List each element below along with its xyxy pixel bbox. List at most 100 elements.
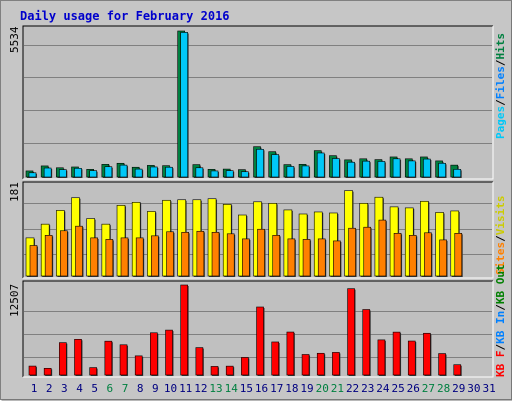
sites-bar-29-face [454,233,463,277]
files-bar-14 [225,170,235,178]
kb-f-bar-21 [332,352,341,376]
kb-f-bar-4 [74,339,83,376]
kb-f-bar-16 [256,306,265,376]
sites-bar-29 [454,233,463,277]
day-label-28: 28 [437,382,450,395]
sites-bar-1-face [29,245,38,277]
sites-bar-19 [302,239,312,277]
legend-sites: Sites [494,242,507,275]
sites-bar-22-face [348,227,356,277]
files-bar-3 [59,169,68,178]
sites-bar-4 [75,225,84,277]
files-bar-25-face [392,158,401,178]
files-bar-5 [89,170,98,178]
day-label-7: 7 [122,382,129,395]
files-bar-1-face [28,172,37,178]
files-bar-21 [332,158,341,178]
kb-f-bar-6 [104,340,113,376]
day-label-2: 2 [46,382,53,395]
sites-bar-27-face [424,232,432,277]
sites-bar-22 [348,227,357,277]
day-label-15: 15 [240,382,253,395]
x-axis-day-labels: 1 2 3 4 5 6 7 8 9 10 11 12 13 14 15 16 17 18 19 20 21 22 23 24 2… [31,382,496,395]
files-bar-20-face [316,152,325,178]
middle-y-max-label: 181 [8,182,21,202]
bottom-legend: KB F/KB In/KB Out [494,264,507,377]
files-bar-26-face [407,160,416,178]
sites-bar-18 [287,238,296,277]
day-label-31: 31 [482,382,495,395]
sites-bar-11-face [181,231,189,277]
kb-f-bar-5 [89,367,98,376]
sites-bar-27 [424,232,433,277]
sites-bar-10 [166,231,175,277]
day-label-25: 25 [391,382,404,395]
legend-kb-f: KB F [494,351,507,378]
day-label-9: 9 [152,382,159,395]
files-bar-18-face [286,166,295,178]
files-bar-28 [438,162,447,178]
kb-f-bar-24 [377,339,386,376]
kb-f-bar-4-face [74,339,82,376]
day-label-26: 26 [407,382,420,395]
legend-sep: / [494,235,507,242]
day-label-21: 21 [331,382,344,395]
kb-f-bar-22 [347,288,356,376]
sites-bar-11 [181,231,190,277]
sites-bar-15 [242,238,251,277]
kb-f-bar-3-face [59,342,67,376]
kb-f-bar-9-face [150,332,158,376]
files-bar-2-face [43,167,52,178]
day-label-16: 16 [255,382,268,395]
files-bar-23-face [362,160,371,178]
sites-bar-21 [333,240,342,277]
sites-bar-28 [439,239,448,277]
files-bar-4-face [74,167,82,178]
sites-bar-25 [393,233,403,277]
legend-pages: Pages [494,106,507,139]
sites-bar-16-face [257,228,265,277]
legend-hits: Hits [494,33,507,60]
kb-f-bar-20-face [316,352,325,376]
files-bar-10-face [165,166,173,178]
day-label-23: 23 [361,382,374,395]
files-bar-19 [301,165,311,178]
files-bar-14-face [225,170,234,178]
day-label-10: 10 [164,382,177,395]
sites-bar-12-face [196,230,205,277]
sites-bar-7-face [120,237,129,277]
sites-bar-1 [29,245,38,277]
day-label-17: 17 [270,382,283,395]
kb-f-bar-18 [286,331,295,376]
files-bar-15 [241,171,250,178]
sites-bar-15-face [242,238,250,277]
day-label-11: 11 [179,382,192,395]
day-label-8: 8 [137,382,144,395]
files-bar-12-face [195,167,204,178]
files-bar-20 [316,152,326,178]
files-bar-22-face [347,161,355,178]
kb-f-bar-16-face [256,306,264,376]
files-bar-5-face [89,170,97,178]
kb-f-bar-18-face [286,331,295,376]
kb-f-bar-13 [210,366,220,376]
sites-bar-20 [317,238,327,277]
kb-f-bar-14 [225,365,235,376]
sites-bar-3 [60,230,69,277]
kb-f-bar-7 [119,344,129,376]
sites-bar-21-face [333,240,341,277]
kb-f-bar-8-face [134,355,143,376]
files-bar-8 [134,168,144,178]
day-label-20: 20 [316,382,329,395]
kb-f-bar-2 [43,368,53,376]
files-bar-19-face [301,165,310,178]
kb-f-bar-8 [134,355,144,376]
kb-f-bar-28 [438,353,447,376]
files-bar-15-face [241,171,249,178]
kb-f-bar-25 [392,331,402,376]
files-bar-11-face [180,32,188,178]
kb-f-bar-28-face [438,353,446,376]
kb-f-bar-24-face [377,339,386,376]
files-bar-13 [210,170,220,178]
